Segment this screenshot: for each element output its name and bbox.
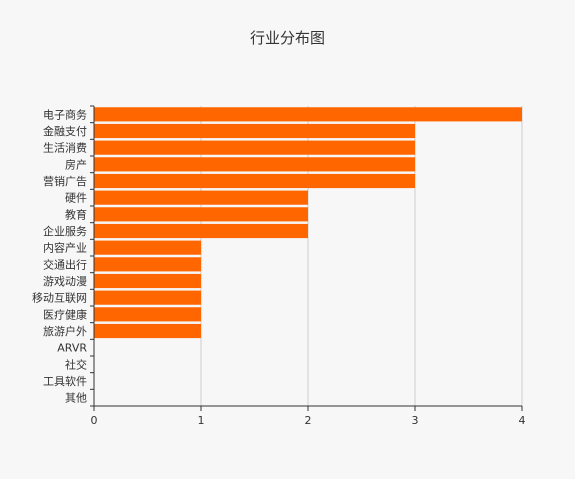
- x-tick-label-0: 0: [91, 414, 98, 427]
- category-label-6: 教育: [65, 207, 87, 221]
- category-label-14: ARVR: [57, 342, 87, 355]
- category-label-2: 生活消费: [43, 141, 87, 155]
- bar-5: [94, 190, 308, 205]
- bar-0: [94, 107, 522, 122]
- category-label-15: 社交: [65, 357, 87, 371]
- category-label-16: 工具软件: [43, 374, 87, 388]
- category-label-5: 硬件: [65, 192, 87, 205]
- bar-12: [94, 307, 201, 322]
- category-label-17: 其他: [65, 392, 87, 405]
- bar-6: [94, 207, 308, 222]
- bar-4: [94, 173, 415, 189]
- x-tick-label-1: 1: [198, 414, 205, 427]
- category-label-9: 交通出行: [43, 257, 87, 271]
- bars: [94, 107, 522, 339]
- bar-10: [94, 273, 201, 289]
- x-tick-label-4: 4: [519, 414, 526, 427]
- x-tick-label-3: 3: [412, 414, 419, 427]
- category-label-7: 企业服务: [43, 224, 87, 238]
- category-label-0: 电子商务: [43, 107, 87, 121]
- bar-7: [94, 223, 308, 239]
- x-tick-label-2: 2: [305, 414, 312, 427]
- category-label-4: 营销广告: [43, 174, 87, 188]
- grid-lines: [200, 106, 523, 406]
- bar-8: [94, 240, 201, 255]
- bar-3: [94, 157, 415, 172]
- bar-9: [94, 257, 201, 272]
- bar-11: [94, 290, 201, 305]
- category-label-11: 移动互联网: [32, 292, 87, 305]
- bar-13: [94, 323, 201, 339]
- chart-title: 行业分布图: [249, 29, 325, 47]
- bar-1: [94, 123, 415, 139]
- bar-2: [94, 140, 415, 155]
- labels: 0 1 2 3 4 电子商务金融支付生活消费房产营销广告硬件教育企业服务内容产业交通出行游…: [32, 107, 526, 427]
- category-label-13: 旅游户外: [43, 324, 87, 338]
- category-label-10: 游戏动漫: [43, 274, 87, 288]
- category-label-8: 内容产业: [43, 241, 87, 255]
- category-label-12: 医疗健康: [43, 307, 87, 321]
- category-label-1: 金融支付: [43, 124, 87, 138]
- axes: [90, 105, 523, 411]
- category-label-3: 房产: [65, 157, 87, 171]
